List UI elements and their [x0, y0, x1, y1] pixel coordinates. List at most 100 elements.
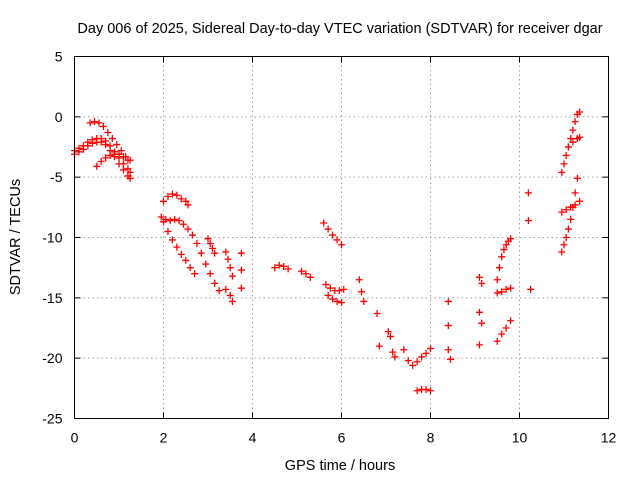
- data-point: [182, 197, 190, 205]
- data-point: [188, 231, 196, 239]
- data-point: [215, 287, 223, 295]
- data-point: [427, 387, 434, 395]
- data-point: [117, 147, 125, 155]
- data-point: [211, 279, 219, 287]
- data-point: [119, 166, 127, 174]
- data-point: [444, 297, 452, 305]
- data-point: [391, 353, 399, 361]
- chart-title: Day 006 of 2025, Sidereal Day-to-day VTE…: [77, 21, 602, 37]
- data-point: [329, 295, 337, 303]
- data-point: [340, 285, 348, 293]
- data-point: [527, 285, 535, 293]
- data-point: [157, 213, 165, 221]
- data-point: [93, 162, 101, 170]
- data-point: [322, 281, 330, 289]
- data-point: [86, 119, 94, 127]
- y-tick-label: -15: [42, 290, 62, 306]
- data-point: [126, 174, 134, 182]
- x-tick-label: 2: [160, 430, 168, 446]
- data-point: [502, 324, 510, 332]
- data-point: [275, 261, 283, 269]
- data-point: [326, 284, 334, 292]
- data-point: [226, 291, 234, 299]
- data-point: [228, 297, 236, 305]
- data-point: [224, 255, 232, 263]
- data-point: [95, 119, 103, 127]
- data-point: [358, 288, 366, 296]
- data-point: [498, 253, 506, 261]
- series-arc-22: [413, 386, 434, 395]
- grid-lines: [74, 56, 609, 419]
- y-tick-label: 5: [55, 49, 63, 65]
- data-point: [558, 248, 566, 256]
- data-point: [197, 249, 205, 257]
- data-point: [173, 243, 181, 251]
- series-arc-2: [71, 135, 134, 176]
- data-point: [271, 264, 279, 272]
- data-point: [226, 264, 234, 272]
- series-arc-6: [157, 213, 223, 295]
- series-arc-32: [564, 133, 584, 151]
- axis-ticks: 0 2 4 6 8 10 12 -25 -20 -15 -10 -5 0 5: [42, 49, 616, 446]
- series-arc-4: [93, 150, 132, 170]
- y-tick-label: -10: [42, 230, 62, 246]
- data-point: [280, 262, 288, 270]
- x-tick-label: 0: [71, 430, 79, 446]
- data-point: [202, 260, 210, 268]
- data-point: [237, 249, 245, 257]
- series-arc-7: [160, 218, 199, 278]
- data-point: [524, 217, 532, 225]
- data-point: [284, 265, 292, 273]
- data-point: [324, 225, 332, 233]
- x-axis-label: GPS time / hours: [285, 458, 395, 474]
- data-point: [75, 144, 83, 152]
- data-point: [204, 235, 212, 243]
- data-point: [567, 215, 575, 223]
- data-point: [355, 276, 363, 284]
- y-tick-label: 0: [55, 109, 63, 125]
- data-point: [177, 250, 185, 258]
- data-point: [102, 154, 110, 162]
- series-arc-20: [400, 346, 417, 369]
- data-point: [571, 118, 579, 126]
- data-point: [418, 353, 426, 361]
- data-point: [560, 241, 568, 249]
- data-point: [493, 337, 501, 345]
- data-point: [373, 310, 381, 318]
- data-point: [206, 270, 214, 278]
- data-point: [164, 192, 172, 200]
- data-point: [333, 297, 341, 305]
- series-arc-3: [86, 118, 134, 164]
- data-point: [88, 136, 96, 144]
- data-point: [113, 141, 121, 149]
- series-arc-24: [475, 273, 486, 349]
- data-point: [79, 142, 87, 150]
- data-point: [478, 279, 486, 287]
- data-point: [444, 346, 452, 354]
- data-point: [475, 308, 483, 316]
- data-point: [375, 342, 383, 350]
- data-point: [106, 142, 114, 150]
- data-point: [571, 189, 579, 197]
- data-point: [498, 330, 506, 338]
- data-point: [237, 284, 245, 292]
- data-point: [569, 126, 577, 134]
- x-tick-label: 12: [601, 430, 617, 446]
- data-point: [560, 160, 568, 168]
- data-point: [564, 225, 572, 233]
- data-point: [562, 206, 570, 214]
- data-point: [567, 135, 575, 143]
- data-point: [193, 240, 201, 248]
- data-point: [409, 361, 417, 369]
- series-arc-19: [384, 328, 399, 361]
- data-point: [404, 357, 412, 365]
- data-point: [297, 267, 305, 275]
- series-arc-21: [413, 345, 434, 366]
- data-point: [320, 219, 328, 227]
- y-tick-label: -20: [42, 350, 62, 366]
- data-point: [335, 287, 343, 295]
- data-point: [222, 285, 230, 293]
- data-point: [97, 157, 105, 165]
- data-point: [160, 197, 167, 205]
